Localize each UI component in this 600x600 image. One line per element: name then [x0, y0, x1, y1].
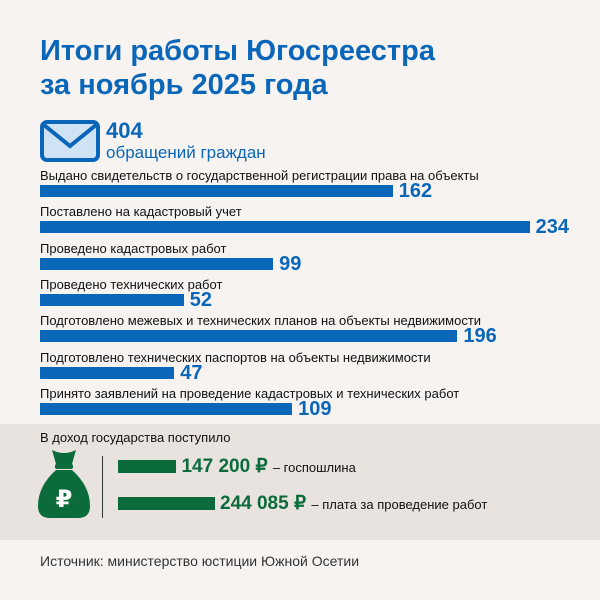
- bar: [40, 366, 175, 379]
- bar: [40, 221, 530, 234]
- bar-value: 162: [398, 180, 433, 202]
- income-amount: 147 200 ₽: [181, 456, 268, 477]
- bar-value: 109: [298, 397, 332, 420]
- total-requests-value: 404: [106, 118, 143, 143]
- source-note: Источник: министерство юстиции Южной Осе…: [40, 553, 360, 569]
- bar-label: Подготовлено технических паспортов на об…: [40, 349, 431, 365]
- income-value: 244 085 ₽ – плата за проведение работ: [220, 493, 488, 514]
- bar: [40, 185, 393, 197]
- bar: [40, 402, 293, 415]
- income-value: 147 200 ₽ – госпошлина: [181, 456, 356, 477]
- income-bar: [118, 460, 177, 473]
- income-bar: [118, 497, 215, 510]
- title-line-2: за ноябрь 2025 года: [40, 69, 328, 101]
- bar-value: 52: [189, 288, 213, 311]
- envelope-icon: [40, 120, 100, 162]
- bar-label: Выдано свидетельств о государственной ре…: [40, 168, 479, 183]
- bar-label: Принято заявлений на проведение кадастро…: [40, 385, 460, 401]
- bar-label: Проведено технических работ: [40, 276, 223, 292]
- title-line-1: Итоги работы Югосреестра: [40, 35, 435, 67]
- bar-label: Подготовлено межевых и технических плано…: [40, 313, 482, 329]
- svg-text:₽: ₽: [56, 485, 73, 513]
- bar-value: 99: [279, 252, 302, 275]
- total-requests-label: обращений граждан: [106, 143, 266, 162]
- income-category: плата за проведение работ: [322, 497, 488, 512]
- money-bag-ruble-icon: ₽: [38, 450, 90, 518]
- bar-value: 196: [463, 325, 497, 348]
- income-amount: 244 085 ₽: [220, 493, 307, 514]
- divider: [102, 456, 103, 518]
- bar-value: 47: [180, 361, 203, 384]
- bar-label: Поставлено на кадастровый учет: [40, 204, 242, 220]
- bar: [40, 293, 184, 306]
- bar-value: 234: [535, 216, 569, 239]
- income-title: В доход государства поступило: [40, 430, 231, 445]
- bar: [40, 330, 458, 343]
- page-title: Итоги работы Югосреестра за ноябрь 2025 г…: [40, 34, 435, 102]
- bar-label: Проведено кадастровых работ: [40, 240, 227, 256]
- income-panel: [0, 424, 600, 540]
- bar: [40, 257, 274, 270]
- income-category: госпошлина: [283, 460, 356, 475]
